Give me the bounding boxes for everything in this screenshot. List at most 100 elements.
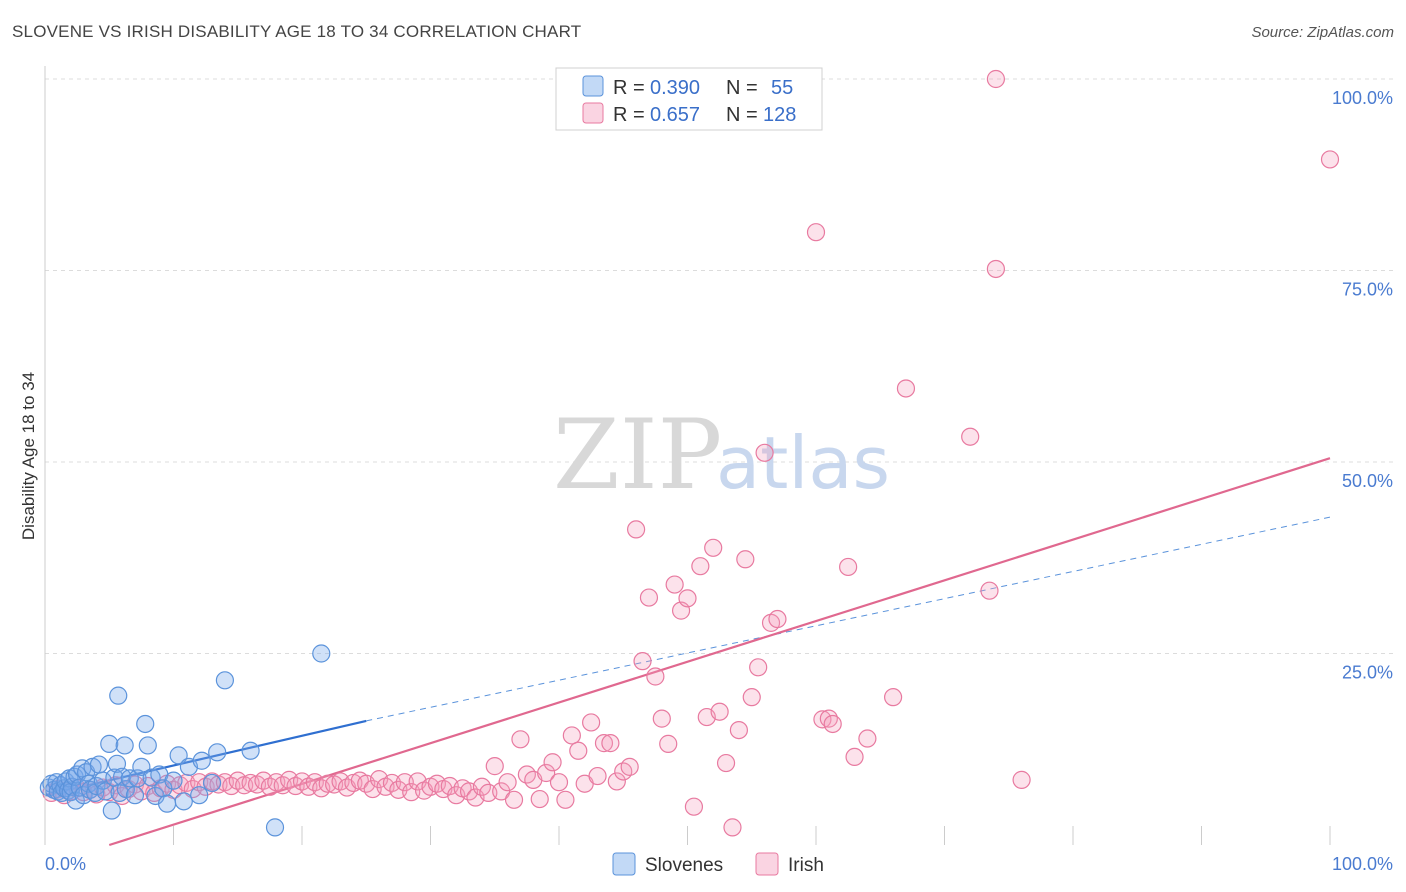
slovene-point-44 — [154, 779, 173, 798]
slovene-point-39 — [136, 714, 155, 734]
irish-point-127 — [986, 69, 1006, 89]
grid-layer — [45, 78, 1393, 654]
irish-point-94 — [646, 667, 665, 686]
irish-point-97 — [665, 575, 684, 594]
legend-r-value-2: 0.657 — [650, 104, 700, 126]
slovene-point-27 — [96, 782, 115, 801]
irish-point-123 — [961, 427, 980, 446]
y-axis-label: Disability Age 18 to 34 — [19, 372, 38, 540]
irish-point-70 — [492, 782, 511, 801]
irish-point-117 — [823, 714, 842, 734]
irish-point-122 — [896, 379, 916, 398]
irish-point-53 — [382, 773, 402, 793]
irish-point-103 — [704, 538, 723, 557]
slovene-point-35 — [120, 769, 139, 788]
irish-point-119 — [845, 747, 864, 767]
slovene-point-53 — [241, 741, 260, 760]
watermark: ZIP atlas — [553, 399, 890, 511]
irish-point-104 — [710, 702, 729, 721]
y-tick-label-25: 25.0% — [1342, 663, 1393, 683]
irish-point-80 — [556, 790, 575, 809]
x-tick-label-max: 100.0% — [1332, 854, 1393, 874]
legend-n-label-1: N = — [726, 77, 758, 99]
irish-point-118 — [839, 557, 858, 577]
irish-point-82 — [569, 741, 588, 760]
slovene-trend-line — [44, 719, 367, 797]
irish-point-92 — [633, 652, 652, 671]
slovene-point-25 — [89, 755, 109, 774]
irish-point-90 — [620, 757, 639, 776]
irish-point-81 — [562, 726, 581, 745]
irish-point-79 — [549, 773, 569, 792]
irish-point-105 — [716, 753, 736, 773]
slovene-point-37 — [128, 769, 147, 788]
irish-point-109 — [742, 688, 761, 707]
bottom-legend: Slovenes Irish — [612, 852, 824, 876]
irish-point-76 — [530, 789, 549, 809]
irish-point-95 — [652, 709, 671, 728]
series-slovenes — [39, 644, 331, 837]
legend-n-value-1: 55 — [771, 77, 793, 99]
legend-r-label-2: R = — [613, 104, 645, 126]
slovene-point-55 — [312, 644, 331, 663]
y-tick-label-100: 100.0% — [1332, 88, 1393, 108]
slovene-point-40 — [138, 736, 157, 755]
trend-layer — [44, 457, 1331, 847]
slovene-point-56 — [109, 686, 128, 705]
irish-trend-line — [108, 457, 1331, 847]
irish-point-55 — [395, 773, 414, 792]
irish-point-87 — [601, 734, 620, 753]
irish-point-78 — [543, 753, 562, 772]
slovene-point-46 — [164, 771, 183, 790]
irish-point-86 — [594, 734, 614, 753]
source-label: Source: ZipAtlas.com — [1251, 24, 1394, 41]
points-layer — [39, 69, 1340, 837]
irish-point-120 — [858, 729, 877, 748]
irish-point-23 — [190, 773, 209, 792]
irish-point-126 — [1012, 770, 1031, 789]
irish-point-121 — [883, 688, 903, 707]
irish-point-114 — [806, 223, 826, 242]
slovene-point-28 — [100, 734, 119, 753]
slovene-point-45 — [157, 794, 177, 813]
irish-point-16 — [145, 783, 164, 803]
irish-point-72 — [504, 790, 524, 809]
legend-n-value-2: 128 — [763, 104, 796, 126]
irish-point-124 — [980, 581, 999, 600]
slovene-point-52 — [215, 671, 234, 690]
bottom-legend-swatch-irish — [755, 852, 779, 876]
slovene-trend-extension — [366, 516, 1331, 722]
irish-point-69 — [485, 757, 504, 776]
slovene-point-58 — [192, 751, 211, 770]
irish-point-125 — [986, 259, 1006, 279]
slovene-point-29 — [102, 801, 121, 820]
watermark-zip: ZIP — [553, 399, 722, 511]
irish-point-111 — [755, 443, 774, 462]
watermark-atlas: atlas — [716, 421, 890, 505]
slovene-point-34 — [116, 779, 136, 799]
irish-point-73 — [511, 730, 530, 749]
irish-point-113 — [768, 609, 787, 629]
x-tick-label-min: 0.0% — [45, 854, 86, 874]
axis-layer: 25.0% 50.0% 75.0% 100.0% 0.0% 100.0% — [44, 66, 1393, 874]
bottom-legend-label-irish: Irish — [788, 855, 824, 876]
slovene-point-26 — [93, 771, 112, 790]
irish-point-128 — [1320, 150, 1340, 169]
irish-point-96 — [659, 734, 678, 753]
legend: R = 0.390 N = 55 R = 0.657 N = 128 — [555, 67, 823, 131]
bottom-legend-label-slovenes: Slovenes — [645, 855, 723, 876]
slovene-point-47 — [169, 746, 188, 765]
slovene-point-51 — [202, 773, 222, 793]
slovene-point-36 — [125, 786, 145, 805]
irish-point-100 — [684, 797, 704, 816]
legend-swatch-slovene — [582, 75, 604, 97]
irish-point-99 — [678, 589, 697, 608]
slovene-point-54 — [265, 818, 285, 837]
y-tick-label-50: 50.0% — [1342, 471, 1393, 491]
legend-n-label-2: N = — [726, 104, 758, 126]
irish-point-108 — [736, 550, 755, 569]
irish-point-115 — [813, 710, 832, 729]
irish-point-38 — [286, 776, 305, 796]
slovene-point-57 — [115, 736, 134, 755]
